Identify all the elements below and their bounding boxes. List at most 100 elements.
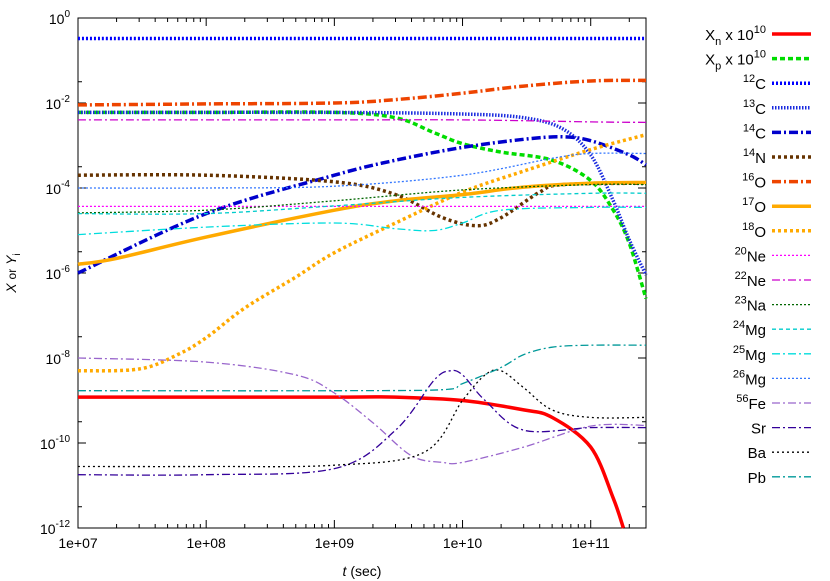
y-tick-base: 10 [46, 351, 62, 367]
series-line-sr [77, 369, 647, 476]
series-line-pb [77, 344, 647, 392]
series-line-xp [78, 110, 648, 300]
legend-label-xp: Xp x 1010 [705, 49, 766, 73]
legend-symbol: O [754, 224, 766, 241]
x-tick-label: 1e+08 [187, 535, 227, 551]
legend-symbol: C [755, 125, 766, 142]
legend-isotope-mass: 24 [733, 319, 745, 331]
legend-symbol: X [705, 52, 715, 69]
legend-label-mg26: 26Mg [733, 368, 766, 388]
series-group [77, 36, 648, 529]
x-axis-label: t (sec) [343, 563, 382, 579]
legend-suffix: x 10 [721, 52, 754, 69]
y-axis-or: or [5, 269, 19, 280]
x-tick-label: 1e+11 [572, 535, 610, 551]
y-tick-label: 10-4 [46, 179, 71, 197]
y-tick-exp: -8 [61, 349, 70, 360]
series-line-mg25 [77, 206, 647, 236]
legend-label-c12: 12C [743, 73, 766, 93]
legend-label-o18: 18O [742, 221, 766, 241]
legend-subscript: n [715, 36, 721, 48]
y-tick-label: 10-8 [46, 349, 71, 367]
legend-isotope-mass: 14 [743, 122, 755, 134]
axis-ticks: 1e+07 1e+08 1e+09 1e+10 1e+1110010-210-410-6… [40, 9, 646, 551]
legend-isotope-mass: 18 [742, 221, 754, 233]
y-tick-exp: -6 [61, 264, 70, 275]
legend-symbol: Ba [748, 445, 767, 462]
y-axis-label: X or Yi [3, 253, 23, 293]
legend-label-na23: 23Na [735, 295, 767, 315]
legend-label-c13: 13C [743, 98, 766, 118]
y-tick-base: 10 [46, 181, 62, 197]
x-axis-unit: (sec) [350, 563, 381, 579]
series-line-mg24 [77, 192, 647, 215]
legend-symbol: O [754, 199, 766, 216]
legend-suffix-exp: 10 [754, 49, 766, 61]
series-line-n14 [77, 172, 647, 228]
series-line-na23 [77, 183, 647, 214]
series-line-xn [78, 395, 626, 529]
legend-label-sr: Sr [751, 421, 766, 438]
legend-label-ba: Ba [748, 445, 767, 462]
y-tick-label: 100 [49, 9, 71, 27]
series-line-c13 [77, 110, 648, 276]
y-tick-exp: 0 [64, 9, 70, 20]
y-tick-base: 10 [49, 11, 65, 27]
legend-isotope-mass: 23 [735, 295, 747, 307]
legend-suffix-exp: 10 [754, 24, 766, 36]
legend-isotope-mass: 13 [743, 98, 755, 110]
legend-label-ne22: 22Ne [735, 270, 766, 290]
y-tick-exp: -12 [56, 519, 71, 530]
y-tick-label: 10-12 [40, 519, 70, 537]
legend-isotope-mass: 17 [742, 196, 754, 208]
legend-symbol: Fe [748, 396, 766, 413]
series-line-o16 [77, 78, 647, 107]
legend-label-o17: 17O [742, 196, 766, 216]
legend-label-mg25: 25Mg [733, 344, 766, 364]
legend-symbol: C [755, 76, 766, 93]
y-tick-label: 10-10 [40, 434, 70, 452]
series-line-c14 [77, 135, 647, 275]
x-axis-var: t [343, 563, 348, 579]
series-line-fe56 [77, 357, 647, 465]
legend-isotope-mass: 56 [736, 393, 748, 405]
y-axis-var-2: Y [3, 254, 19, 265]
legend-symbol: Pb [748, 470, 766, 487]
legend-isotope-mass: 14 [743, 147, 755, 159]
legend-symbol: Ne [747, 248, 766, 265]
legend-subscript: p [715, 61, 721, 73]
legend-label-c14: 14C [743, 122, 766, 142]
series-line-mg26 [77, 152, 647, 189]
legend-symbol: Mg [745, 347, 766, 364]
legend-label-n14: 14N [743, 147, 766, 167]
series-line-ne22 [78, 119, 647, 124]
legend-symbol: Mg [745, 322, 766, 339]
legend-label-fe56: 56Fe [736, 393, 766, 413]
y-tick-base: 10 [46, 96, 62, 112]
legend-symbol: O [754, 175, 766, 192]
legend-label-pb: Pb [748, 470, 766, 487]
series-line-o18 [77, 133, 647, 373]
legend-isotope-mass: 16 [742, 172, 754, 184]
y-axis-sub: i [12, 253, 23, 255]
y-tick-base: 10 [40, 521, 56, 537]
x-tick-label: 1e+10 [443, 535, 483, 551]
legend-symbol: N [755, 150, 766, 167]
legend-isotope-mass: 12 [743, 73, 755, 85]
legend-symbol: Mg [745, 371, 766, 388]
x-tick-label: 1e+07 [58, 535, 98, 551]
legend-label-xn: Xn x 1010 [705, 24, 766, 48]
legend-label-o16: 16O [742, 172, 766, 192]
y-axis-var-1: X [3, 283, 19, 294]
legend-symbol: Ne [747, 273, 766, 290]
legend-label-ne20: 20Ne [735, 245, 766, 265]
legend-isotope-mass: 26 [733, 368, 745, 380]
y-tick-base: 10 [46, 266, 62, 282]
y-tick-exp: -2 [61, 94, 70, 105]
plot-frame [77, 17, 647, 529]
legend-isotope-mass: 25 [733, 344, 745, 356]
y-tick-label: 10-6 [46, 264, 71, 282]
legend-symbol: Na [747, 298, 767, 315]
